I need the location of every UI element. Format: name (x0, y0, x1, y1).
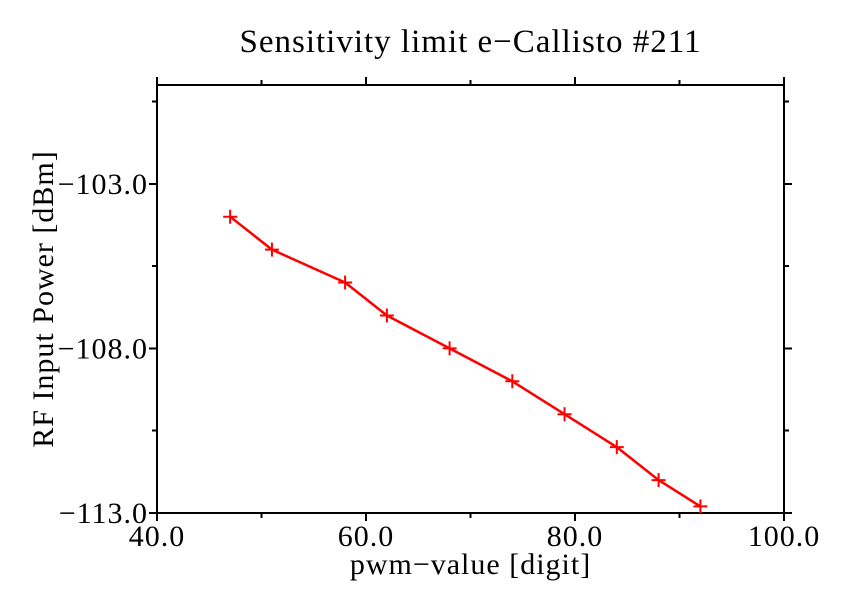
y-tick-label: −108.0 (58, 332, 148, 365)
data-point-marker (693, 499, 708, 514)
data-point-marker (264, 242, 279, 257)
data-point-marker (651, 473, 666, 488)
data-point-marker (609, 440, 624, 455)
x-tick-label: 40.0 (129, 520, 186, 553)
y-tick-label: −113.0 (59, 497, 148, 530)
x-tick-label: 60.0 (338, 520, 395, 553)
data-series-line (229, 215, 702, 508)
chart-title: Sensitivity limit e−Callisto #211 (239, 24, 702, 60)
data-point-marker (379, 308, 394, 323)
plot-frame (156, 84, 785, 514)
data-point-marker (505, 374, 520, 389)
data-point-marker (338, 275, 353, 290)
data-point-marker (223, 209, 238, 224)
x-tick-label: 100.0 (748, 520, 821, 553)
y-tick-label: −103.0 (58, 168, 148, 201)
data-point-marker (442, 341, 457, 356)
data-point-marker (557, 407, 572, 422)
x-tick-label: 80.0 (547, 520, 604, 553)
x-axis-label: pwm−value [digit] (349, 548, 592, 581)
